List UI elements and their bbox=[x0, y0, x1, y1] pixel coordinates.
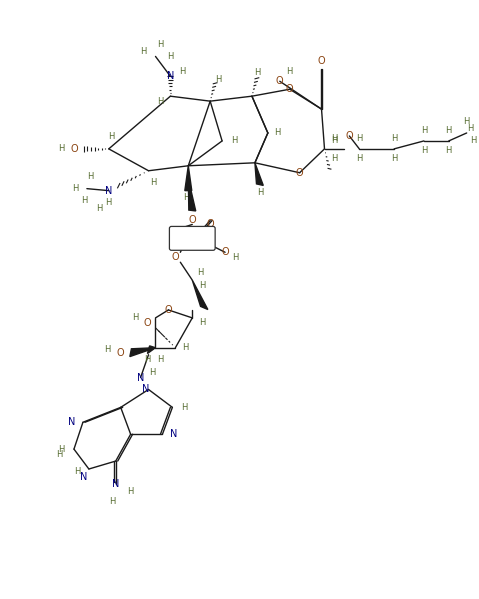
Text: O: O bbox=[70, 144, 78, 154]
Polygon shape bbox=[130, 347, 156, 356]
Text: N: N bbox=[105, 186, 113, 196]
Text: N: N bbox=[171, 429, 178, 439]
Text: O: O bbox=[286, 84, 294, 94]
Text: H: H bbox=[167, 52, 173, 61]
Text: H: H bbox=[197, 268, 204, 277]
Text: H: H bbox=[127, 488, 134, 497]
Text: O: O bbox=[188, 216, 196, 225]
Text: O: O bbox=[206, 219, 214, 229]
Text: H: H bbox=[331, 134, 338, 143]
Text: H: H bbox=[132, 313, 139, 322]
Text: H: H bbox=[445, 146, 452, 155]
Text: O: O bbox=[165, 305, 172, 315]
Text: H: H bbox=[356, 155, 363, 164]
Text: H: H bbox=[331, 155, 338, 164]
Text: H: H bbox=[72, 184, 78, 193]
Text: H: H bbox=[356, 134, 363, 143]
Polygon shape bbox=[188, 179, 196, 211]
Polygon shape bbox=[255, 163, 263, 186]
Text: H: H bbox=[56, 450, 62, 459]
Text: H: H bbox=[274, 128, 281, 138]
Text: H: H bbox=[179, 67, 185, 76]
Text: H: H bbox=[110, 497, 116, 506]
Text: O: O bbox=[221, 247, 229, 258]
Text: H: H bbox=[57, 444, 64, 453]
Text: H: H bbox=[215, 75, 221, 84]
Text: O: O bbox=[318, 56, 325, 66]
Text: N: N bbox=[137, 373, 144, 383]
Text: O: O bbox=[117, 347, 125, 358]
Text: H: H bbox=[182, 343, 189, 352]
Text: H: H bbox=[157, 355, 164, 364]
Text: H: H bbox=[470, 137, 477, 146]
Text: N: N bbox=[112, 479, 119, 489]
Text: H: H bbox=[331, 137, 338, 146]
Text: H: H bbox=[199, 318, 205, 328]
Text: H: H bbox=[157, 96, 164, 105]
Text: H: H bbox=[181, 403, 187, 412]
Text: H: H bbox=[254, 68, 260, 77]
Text: H: H bbox=[149, 368, 156, 377]
Text: H: H bbox=[81, 196, 87, 205]
Text: H: H bbox=[144, 355, 151, 364]
Text: H: H bbox=[140, 47, 147, 56]
Text: H: H bbox=[391, 155, 397, 164]
Text: H: H bbox=[232, 253, 238, 262]
Text: H: H bbox=[421, 146, 427, 155]
Polygon shape bbox=[192, 280, 208, 310]
Text: N: N bbox=[167, 71, 174, 81]
Text: O: O bbox=[171, 252, 179, 262]
Text: H: H bbox=[257, 188, 263, 197]
Text: H: H bbox=[58, 144, 64, 153]
Text: H: H bbox=[150, 178, 157, 187]
Text: H: H bbox=[468, 125, 474, 134]
Text: H: H bbox=[105, 198, 112, 207]
Text: O: O bbox=[296, 168, 304, 178]
Text: H: H bbox=[421, 126, 427, 135]
Text: H: H bbox=[231, 137, 237, 146]
Text: H: H bbox=[109, 132, 115, 141]
Text: H: H bbox=[157, 40, 164, 49]
Text: H: H bbox=[87, 173, 93, 181]
Polygon shape bbox=[148, 346, 156, 353]
Text: O: O bbox=[345, 131, 353, 141]
Text: H: H bbox=[464, 117, 470, 126]
Text: H: H bbox=[104, 345, 111, 354]
Text: H: H bbox=[183, 193, 190, 202]
Text: H: H bbox=[445, 126, 452, 135]
Text: Ads: Ads bbox=[182, 234, 202, 243]
Text: H: H bbox=[286, 67, 293, 76]
FancyBboxPatch shape bbox=[170, 226, 215, 250]
Polygon shape bbox=[185, 166, 192, 190]
Text: H: H bbox=[199, 280, 205, 289]
Text: H: H bbox=[74, 467, 80, 476]
Text: N: N bbox=[68, 418, 75, 427]
Text: H: H bbox=[391, 134, 397, 143]
Text: H: H bbox=[96, 204, 102, 213]
Text: O: O bbox=[144, 318, 151, 328]
Text: O: O bbox=[276, 76, 284, 86]
Text: N: N bbox=[80, 472, 88, 482]
Text: N: N bbox=[142, 385, 149, 395]
